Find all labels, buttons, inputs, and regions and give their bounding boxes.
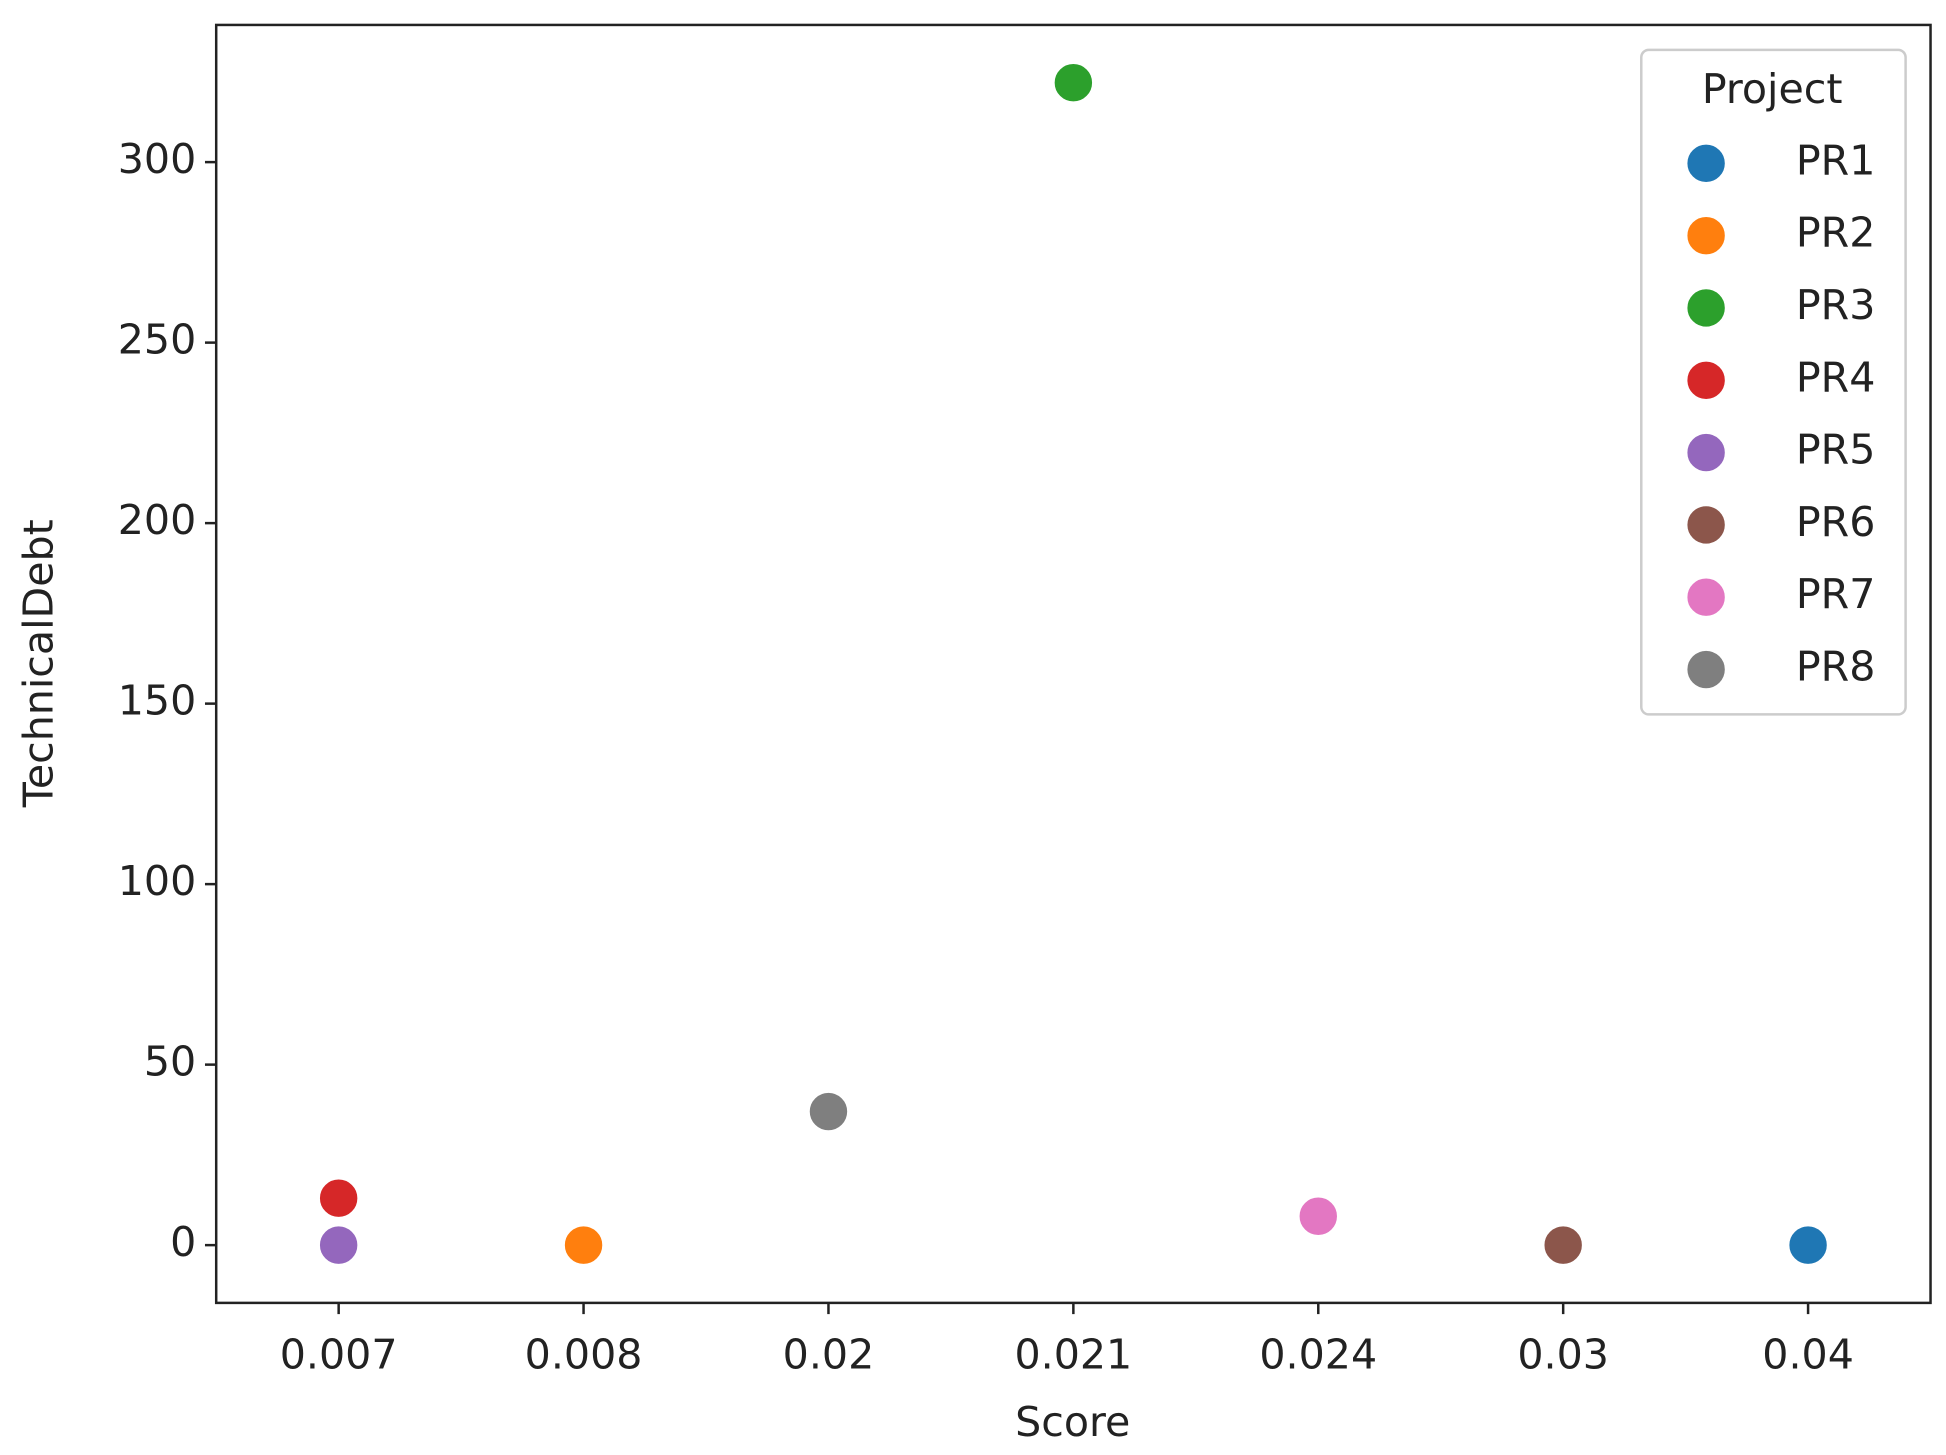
legend-marker (1684, 576, 1728, 619)
legend-title: Project (1702, 65, 1843, 113)
y-tick-label: 100 (118, 857, 197, 905)
x-tick-label: 0.024 (1259, 1331, 1377, 1379)
legend-label: PR7 (1796, 570, 1876, 618)
y-tick-label: 0 (170, 1218, 196, 1266)
legend-label: PR4 (1796, 353, 1876, 401)
y-tick-label: 250 (118, 316, 197, 364)
point (317, 1177, 360, 1220)
x-axis-label: Score (1015, 1398, 1130, 1446)
x-tick-label: 0.02 (783, 1331, 875, 1379)
y-tick-label: 300 (118, 135, 197, 183)
x-tick-label: 0.007 (280, 1331, 398, 1379)
point (1786, 1223, 1830, 1267)
x-tick-label: 0.021 (1014, 1331, 1132, 1379)
legend-marker (1684, 431, 1728, 474)
legend-marker (1684, 503, 1728, 547)
legend-label: PR5 (1796, 426, 1876, 474)
legend-label: PR8 (1796, 643, 1876, 691)
legend-label: PR6 (1796, 498, 1876, 546)
point (1297, 1195, 1340, 1238)
x-tick-label: 0.03 (1517, 1331, 1609, 1379)
x-tick-label: 0.008 (525, 1331, 643, 1379)
x-tick-label: 0.04 (1762, 1331, 1854, 1379)
legend-label: PR1 (1796, 136, 1876, 184)
point (1052, 61, 1095, 104)
point (807, 1090, 850, 1133)
point (317, 1223, 360, 1267)
legend-label: PR3 (1796, 281, 1876, 329)
point (1541, 1223, 1585, 1267)
y-axis-label: TechnicalDebt (15, 519, 63, 808)
legend-marker (1684, 142, 1728, 185)
y-tick-label: 150 (118, 677, 197, 725)
legend-marker (1684, 286, 1728, 330)
legend-label: PR2 (1796, 209, 1876, 257)
legend-marker (1684, 214, 1728, 257)
y-tick-label: 200 (118, 496, 197, 544)
legend-marker (1684, 359, 1728, 402)
y-tick-label: 50 (144, 1038, 196, 1086)
point (562, 1223, 605, 1267)
legend-marker (1684, 648, 1728, 691)
